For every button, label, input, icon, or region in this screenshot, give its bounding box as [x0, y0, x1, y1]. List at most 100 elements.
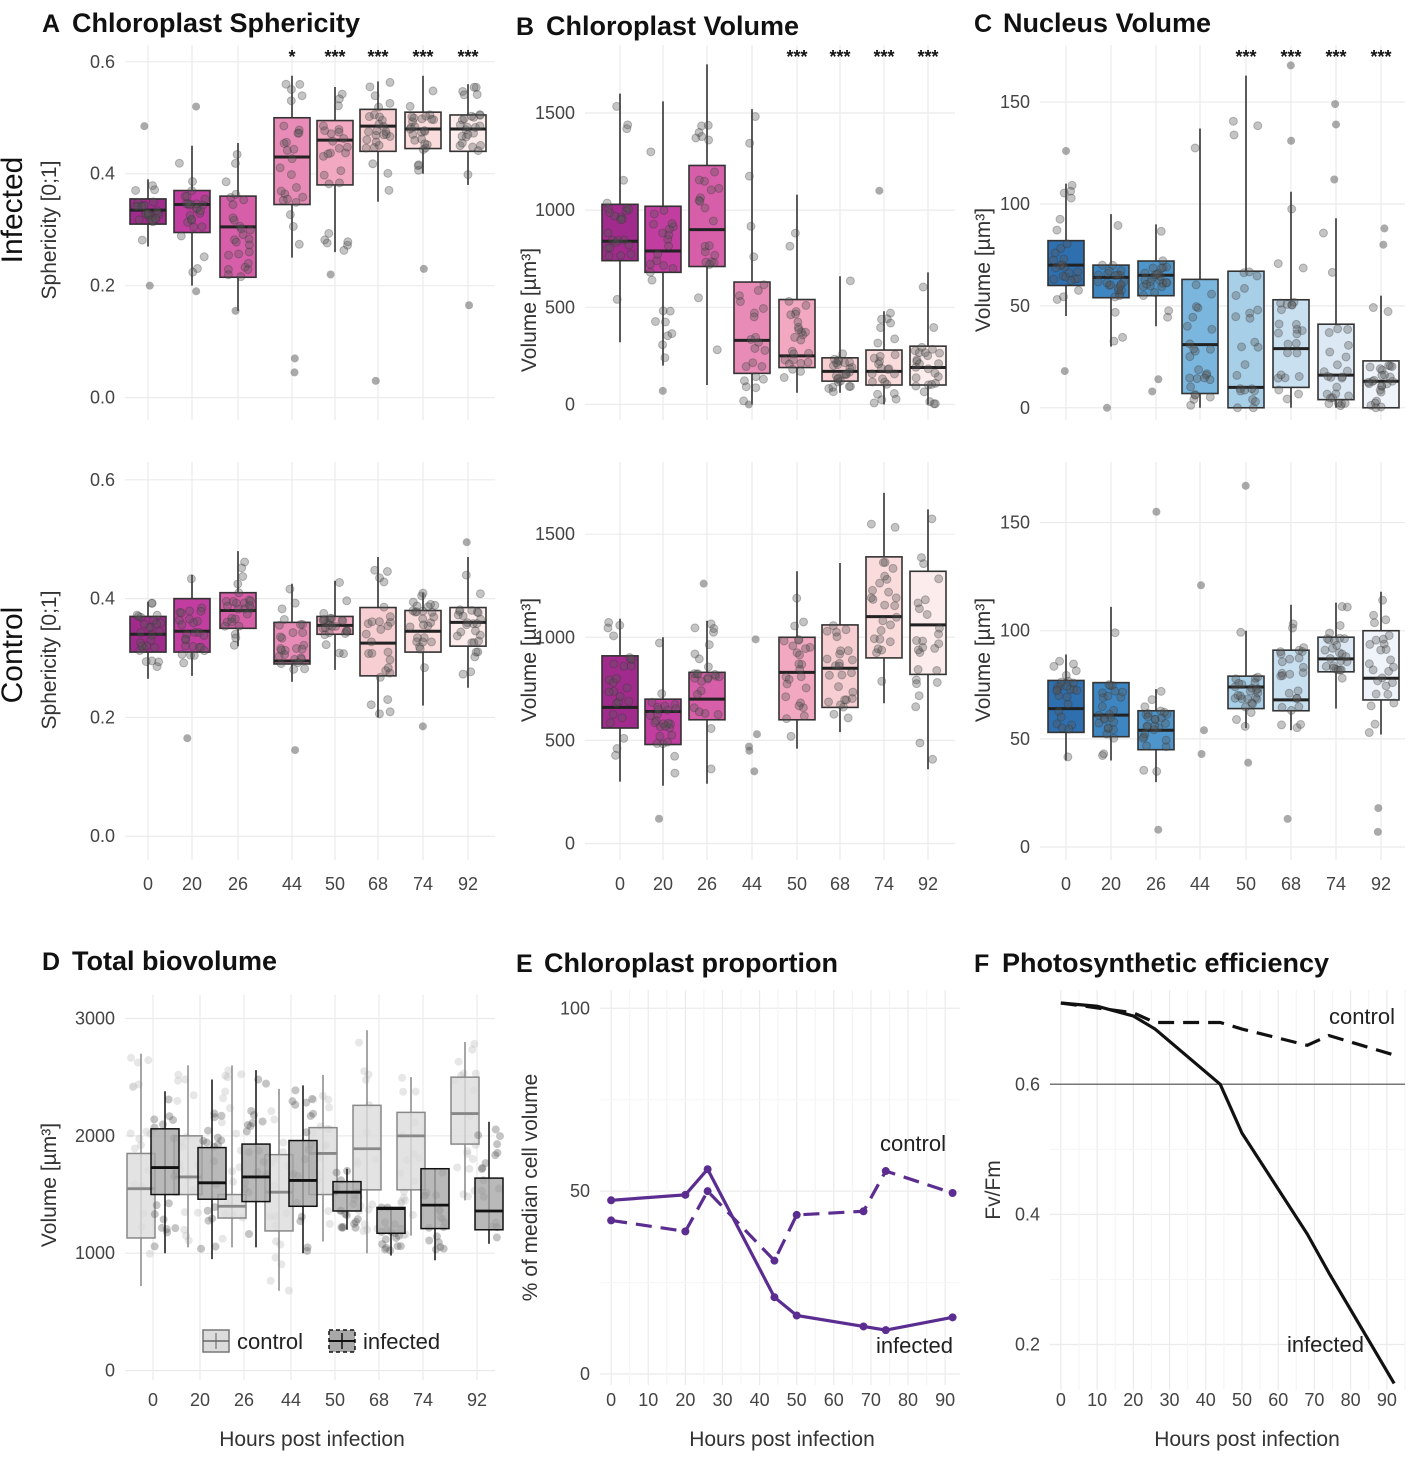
B_control-point — [886, 620, 896, 630]
C_control-point — [1103, 724, 1113, 734]
C_control-xtick-label: 68 — [1281, 874, 1301, 894]
A_control-point — [418, 588, 428, 598]
D-point-control — [408, 1210, 417, 1219]
C_infected-point — [1061, 272, 1071, 282]
C_control-point — [1097, 701, 1107, 711]
B_infected-point — [649, 219, 659, 229]
C_control-point — [1389, 698, 1399, 708]
C_control-point — [1253, 672, 1263, 682]
A_control-point — [199, 630, 209, 640]
F-xtick-label: 70 — [1304, 1390, 1324, 1410]
C_infected-point — [1231, 312, 1241, 322]
A_infected-point — [286, 84, 296, 94]
B_infected-point — [624, 240, 634, 250]
A_control-box — [449, 606, 487, 647]
A_infected-point — [148, 181, 158, 191]
B_control-point — [714, 672, 724, 682]
A_infected-point — [198, 200, 208, 210]
D-point-infected — [150, 1115, 159, 1124]
B_infected-point — [930, 399, 940, 409]
A_control-point — [141, 657, 151, 667]
C_control-outlier — [1197, 581, 1206, 590]
D-point-control — [470, 1039, 479, 1048]
B_control-point — [713, 710, 723, 720]
D-xtick-label: 26 — [234, 1390, 254, 1410]
C_infected-point — [1287, 204, 1297, 214]
B_control-point — [670, 699, 680, 709]
B_control-point — [619, 661, 629, 671]
A_control-point — [240, 604, 250, 614]
B_infected-point — [739, 376, 749, 386]
D-point-infected — [202, 1138, 211, 1147]
A_infected-box — [316, 119, 354, 186]
legend-d: control infected — [202, 1329, 440, 1354]
C_control-point — [1370, 719, 1380, 729]
E-point-infected — [948, 1313, 957, 1322]
D-point-infected — [247, 1106, 256, 1115]
A_control-point — [181, 634, 191, 644]
A_infected-point — [471, 82, 481, 92]
A_control-point — [334, 648, 344, 658]
C_infected-point — [1298, 263, 1308, 273]
A_infected-point — [409, 113, 419, 123]
A_infected-point — [339, 245, 349, 255]
A_infected-point — [184, 200, 194, 210]
A_control-point — [240, 557, 250, 567]
A_infected-point — [228, 213, 238, 223]
B_control-point — [805, 642, 815, 652]
B_control-point — [840, 695, 850, 705]
B_control-point — [875, 578, 885, 588]
A_infected-ytick-label: 0.0 — [90, 388, 115, 408]
C_infected-point — [1332, 360, 1342, 370]
B_control-box — [909, 570, 947, 676]
C_control-point — [1094, 718, 1104, 728]
A_infected-significance: * — [288, 47, 295, 67]
B_infected-point — [873, 389, 883, 399]
B_control-point — [690, 673, 700, 683]
B_control-point — [665, 719, 675, 729]
C_control-point — [1288, 619, 1298, 629]
B_control-point — [878, 616, 888, 626]
A_control-point — [244, 595, 254, 605]
C_control-point — [1156, 706, 1166, 716]
D-point-infected — [303, 1246, 312, 1255]
A_infected-point — [286, 170, 296, 180]
C_control-point — [1384, 631, 1394, 641]
C_control-point — [1056, 677, 1066, 687]
B_control-point — [782, 679, 792, 689]
C_infected-point — [1199, 373, 1209, 383]
A_control-point — [410, 607, 420, 617]
A_control-point — [275, 632, 285, 642]
B_control-point — [837, 670, 847, 680]
C_control-point — [1337, 673, 1347, 683]
B_infected-point — [788, 364, 798, 374]
C_infected-point — [1273, 373, 1283, 383]
D-point-infected — [492, 1233, 501, 1242]
B_control-point — [832, 632, 842, 642]
C_control-point — [1247, 698, 1257, 708]
B_infected-point — [927, 344, 937, 354]
C_infected-point — [1114, 291, 1124, 301]
A_control-point — [469, 638, 479, 648]
D-point-infected — [332, 1168, 341, 1177]
C_control-point — [1055, 656, 1065, 666]
B_infected-point — [645, 267, 655, 277]
B_infected-point — [712, 345, 722, 355]
A_infected-point — [470, 122, 480, 132]
A_control-point — [324, 628, 334, 638]
C_infected-point — [1190, 143, 1200, 153]
B_control-point — [611, 699, 621, 709]
B_control-point — [915, 648, 925, 658]
C_infected-point — [1186, 400, 1196, 410]
A_infected-point — [153, 208, 163, 218]
F-xtick-label: 80 — [1341, 1390, 1361, 1410]
B_infected-point — [841, 369, 851, 379]
D-box-infected — [150, 1128, 180, 1196]
C_infected-point — [1325, 347, 1335, 357]
F-annotation-infected: infected — [1287, 1332, 1364, 1357]
B_control-point — [650, 718, 660, 728]
C_infected-point — [1070, 274, 1080, 284]
C_infected-point — [1377, 370, 1387, 380]
A_infected-point — [281, 137, 291, 147]
A_infected-point — [419, 126, 429, 136]
